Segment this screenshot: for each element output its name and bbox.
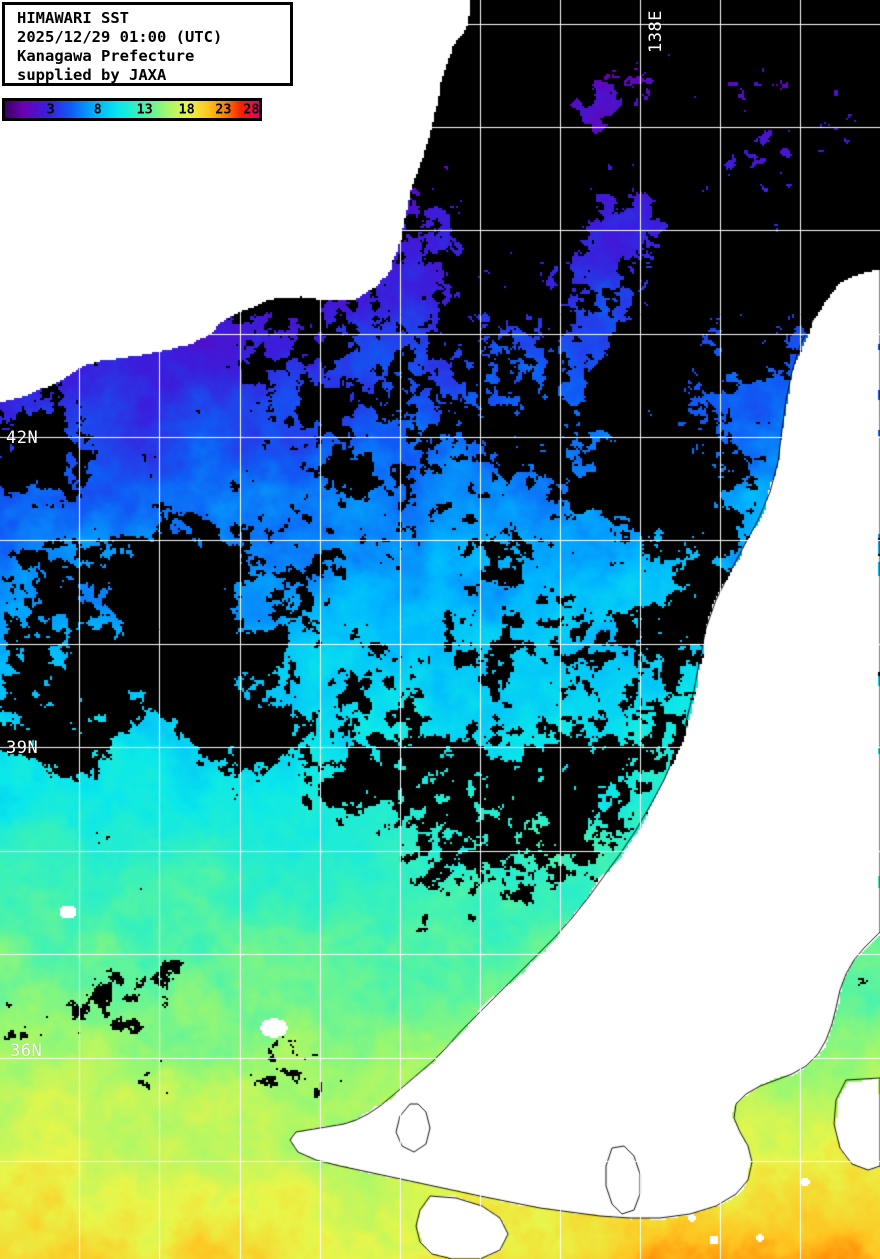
product-title: HIMAWARI SST bbox=[17, 9, 129, 27]
colorbar-tick-23: 23 bbox=[215, 100, 232, 117]
sst-colorbar: 3 8 13 18 23 28 bbox=[2, 98, 262, 121]
colorbar-tick-28: 28 bbox=[243, 100, 260, 117]
colorbar-tick-8: 8 bbox=[93, 100, 102, 117]
colorbar-tick-13: 13 bbox=[136, 100, 153, 117]
colorbar-tick-18: 18 bbox=[178, 100, 195, 117]
product-timestamp: 2025/12/29 01:00 (UTC) bbox=[17, 28, 223, 46]
colorbar-tick-3: 3 bbox=[46, 100, 55, 117]
title-box: HIMAWARI SST 2025/12/29 01:00 (UTC) Kana… bbox=[2, 2, 293, 86]
product-region: Kanagawa Prefecture bbox=[17, 47, 195, 65]
sst-colorbar-gradient: 3 8 13 18 23 28 bbox=[5, 100, 260, 118]
product-credit: supplied by JAXA bbox=[17, 66, 167, 84]
